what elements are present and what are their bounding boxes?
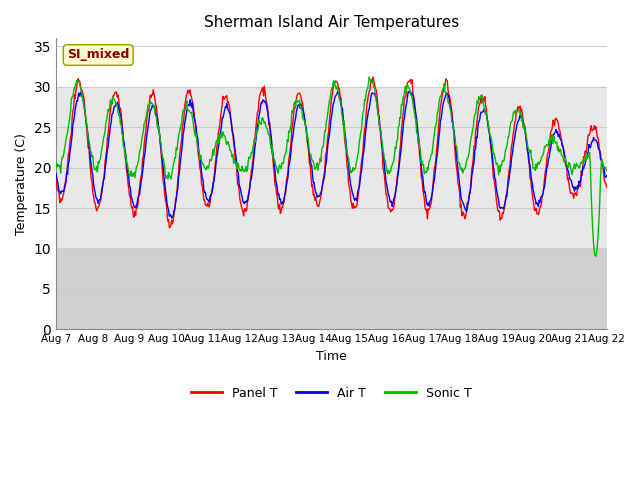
Y-axis label: Temperature (C): Temperature (C)	[15, 133, 28, 235]
Bar	[56, 87, 607, 249]
Text: SI_mixed: SI_mixed	[67, 48, 129, 61]
Legend: Panel T, Air T, Sonic T: Panel T, Air T, Sonic T	[186, 382, 477, 405]
Title: Sherman Island Air Temperatures: Sherman Island Air Temperatures	[204, 15, 459, 30]
Bar	[56, 249, 607, 329]
X-axis label: Time: Time	[316, 350, 347, 363]
